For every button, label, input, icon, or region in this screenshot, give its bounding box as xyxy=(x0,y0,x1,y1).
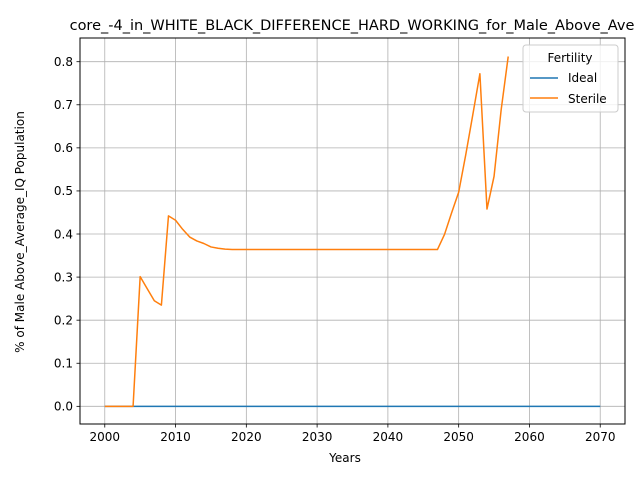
x-tick-label: 2020 xyxy=(231,430,262,444)
x-tick-label: 2050 xyxy=(443,430,474,444)
x-tick-label: 2060 xyxy=(514,430,545,444)
x-tick-label: 2030 xyxy=(302,430,333,444)
y-tick-label: 0.3 xyxy=(54,270,73,284)
x-tick-label: 2000 xyxy=(89,430,120,444)
y-tick-label: 0.4 xyxy=(54,227,73,241)
legend-label-ideal: Ideal xyxy=(568,71,597,85)
y-tick-label: 0.8 xyxy=(54,55,73,69)
x-tick-label: 2040 xyxy=(373,430,404,444)
legend-label-sterile: Sterile xyxy=(568,92,607,106)
y-tick-label: 0.2 xyxy=(54,313,73,327)
x-tick-label: 2010 xyxy=(160,430,191,444)
x-axis-label: Years xyxy=(328,451,361,465)
legend: Fertility Ideal Sterile xyxy=(523,45,618,112)
y-tick-label: 0.6 xyxy=(54,141,73,155)
y-tick-label: 0.7 xyxy=(54,98,73,112)
y-tick-label: 0.5 xyxy=(54,184,73,198)
y-tick-label: 0.1 xyxy=(54,357,73,371)
legend-title: Fertility xyxy=(547,51,592,65)
chart-title: core_-4_in_WHITE_BLACK_DIFFERENCE_HARD_W… xyxy=(70,18,635,34)
x-tick-label: 2070 xyxy=(585,430,616,444)
y-axis-label: % of Male Above_Average_IQ Population xyxy=(13,111,27,353)
y-tick-label: 0.0 xyxy=(54,400,73,414)
